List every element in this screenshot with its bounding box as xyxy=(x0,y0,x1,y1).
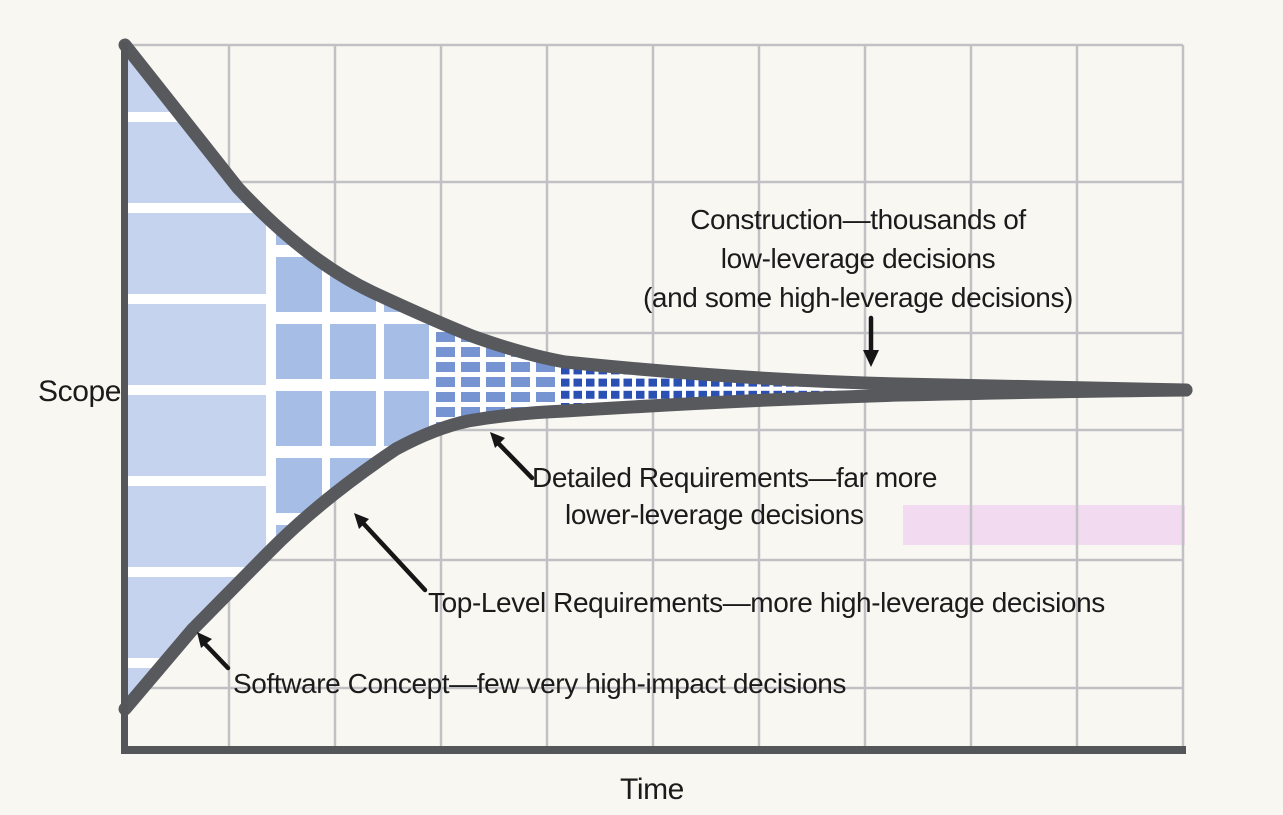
detailed-requirements-arrow xyxy=(490,432,535,481)
annotation-arrows xyxy=(197,315,879,671)
arrow-head xyxy=(490,432,505,448)
arrow-head xyxy=(354,513,369,529)
construction-arrow xyxy=(863,315,879,367)
axes xyxy=(121,42,1186,754)
software-concept-arrow xyxy=(197,632,231,671)
construction-annotation-line2: low-leverage decisions xyxy=(721,243,995,274)
y-axis-line xyxy=(121,42,128,753)
construction-annotation-line1: Construction—thousands of xyxy=(690,204,1026,235)
arrow-shaft xyxy=(360,520,428,593)
stage-separator xyxy=(266,45,276,709)
construction-annotation-line3: (and some high-leverage decisions) xyxy=(643,282,1073,313)
arrow-shaft xyxy=(496,441,535,481)
software-concept-annotation: Software Concept—few very high-impact de… xyxy=(233,668,846,699)
x-axis-line xyxy=(121,746,1186,754)
x-axis-label: Time xyxy=(620,773,684,806)
labels: Scope Time Construction—thousands of low… xyxy=(38,204,1105,806)
arrow-head xyxy=(197,632,212,648)
scan-shading-band xyxy=(903,505,1185,545)
arrow-shaft xyxy=(203,642,231,671)
y-axis-label: Scope xyxy=(38,375,121,408)
arrow-head xyxy=(863,350,879,367)
top-level-requirements-annotation: Top-Level Requirements—more high-leverag… xyxy=(428,587,1105,618)
funnel-outline xyxy=(118,38,1193,716)
top-level-requirements-arrow xyxy=(354,513,428,593)
detailed-requirements-annotation-line1: Detailed Requirements—far more xyxy=(532,462,937,493)
funnel-bottom-edge xyxy=(118,383,1193,716)
funnel-top-edge xyxy=(118,38,1193,397)
detailed-requirements-annotation-line2: lower-leverage decisions xyxy=(565,499,864,530)
